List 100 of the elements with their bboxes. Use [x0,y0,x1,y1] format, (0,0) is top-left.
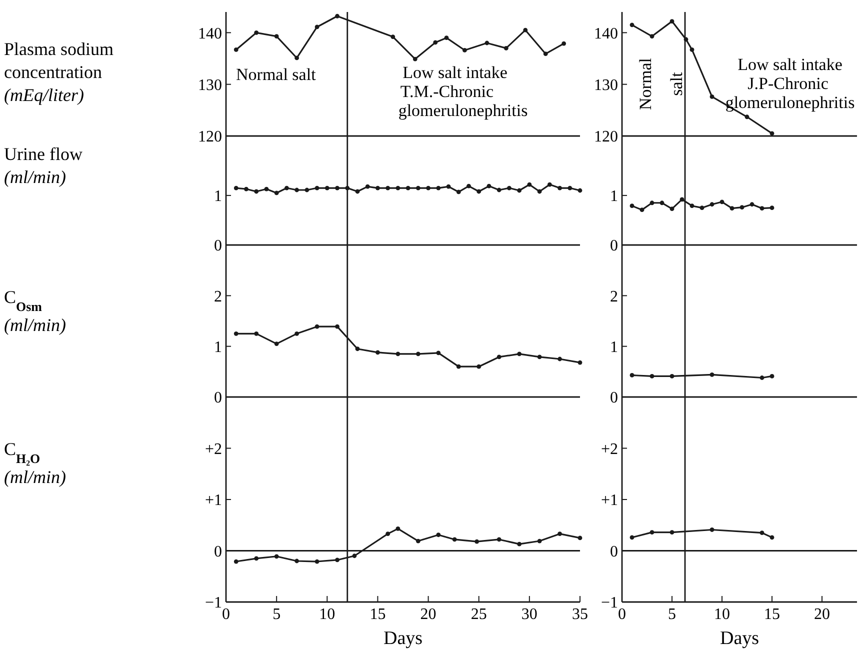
point [345,186,350,190]
point [750,202,754,207]
x-tick-label: 20 [814,606,830,623]
point [710,94,714,99]
x-tick-label: 5 [668,606,676,623]
annotation: salt [666,72,686,96]
y-tick-label: 0 [214,543,222,560]
point [376,350,380,355]
point [700,206,704,210]
point [234,331,238,336]
point [720,200,724,204]
point [433,40,438,45]
point [578,360,582,365]
y-tick-label: 2 [214,288,222,306]
y-tick-label: 130 [594,76,618,94]
point [386,532,390,536]
point [630,22,634,28]
point [517,352,522,356]
point [396,526,400,531]
point [446,184,451,189]
x-tick-label: 25 [470,606,487,623]
point [254,189,259,194]
y-tick-label: 0 [214,238,222,255]
point [710,528,714,532]
point [568,186,572,190]
point [476,189,482,194]
y-tick-label: 2 [610,288,618,306]
y-tick-label: 0 [610,390,618,407]
point [462,48,467,52]
x-tick-label: 20 [420,606,436,623]
point [507,186,512,190]
point [690,204,694,208]
y-axis-title: Plasma sodium concentration (mEq/liter) [4,39,114,105]
point [547,182,552,187]
y-tick-label: 1 [214,338,222,356]
point [760,206,764,211]
annotation: glomerulonephritis [398,101,528,120]
point [274,190,279,196]
y-tick-label: 120 [198,128,222,146]
point [355,189,360,194]
point [234,186,238,190]
point [284,186,289,190]
y-tick-label: 0 [610,238,618,255]
point [456,364,461,369]
point [396,352,400,356]
y-tick-label: +2 [600,440,618,458]
y-tick-label: +1 [600,492,618,510]
annotation: Normal [636,58,655,110]
point [670,206,674,212]
point [744,114,750,120]
point [314,559,320,564]
point [355,346,360,352]
y-axis-title: Urine flow (ml/min) [4,144,82,187]
point [770,535,774,540]
point [294,558,299,564]
point [640,208,644,212]
y-tick-label: +2 [204,440,222,458]
point [650,530,654,534]
point [436,532,441,538]
point [294,56,299,60]
point [294,331,299,336]
x-axis-title: Days [720,628,760,649]
annotation: T.M.-Chronic [400,82,494,101]
y-tick-label: 0 [610,543,618,560]
point [578,188,582,193]
point [496,354,502,360]
point [376,186,380,190]
point [274,34,279,38]
point [416,538,420,544]
x-tick-label: 35 [572,606,588,623]
point [254,30,259,35]
point [558,186,562,190]
point [680,197,684,202]
point [335,186,340,190]
y-tick-label: −1 [600,594,618,612]
annotation: Normal salt [236,65,316,84]
point [314,186,320,190]
x-tick-label: 30 [521,606,538,623]
point [254,556,259,561]
y-tick-label: 1 [610,338,618,356]
annotation: glomerulonephritis [725,93,855,112]
point [650,34,654,38]
point [466,184,471,188]
point [386,186,390,190]
point [504,46,508,50]
x-tick-label: 10 [714,606,730,623]
y-tick-label: 1 [610,188,618,206]
point [352,554,357,558]
point [690,48,694,52]
y-tick-label: 0 [214,390,222,407]
point [496,188,502,192]
point [456,190,461,194]
point [770,131,774,136]
point [710,202,714,207]
point [684,37,688,42]
point [670,19,674,24]
point [517,542,522,546]
y-axis-title: C$_{H₂O}$ (ml/min) [4,439,66,487]
x-tick-label: 15 [764,606,780,623]
y-tick-label: −1 [204,594,222,612]
